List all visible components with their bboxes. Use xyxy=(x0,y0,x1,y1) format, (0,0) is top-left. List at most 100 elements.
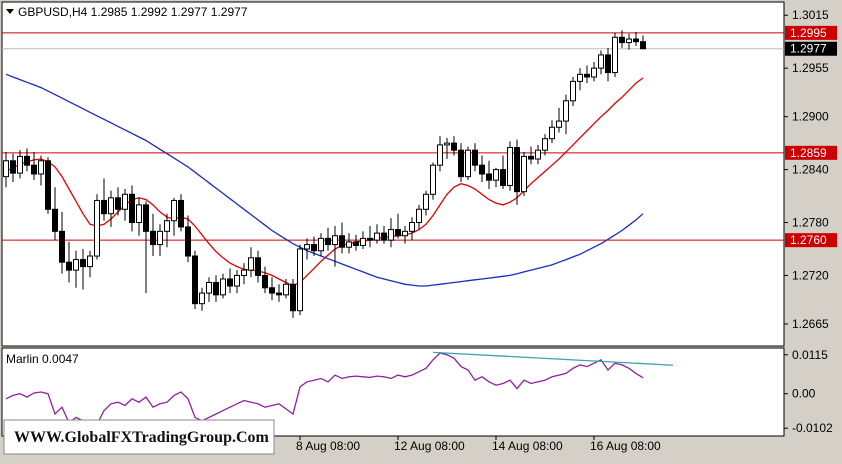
candle-bull xyxy=(199,292,205,305)
indicator-tick-label: 0.0115 xyxy=(792,348,828,362)
candle-bull xyxy=(73,259,79,271)
candle-bear xyxy=(619,36,625,44)
candle-bear xyxy=(472,149,478,166)
level-label: 1.2859 xyxy=(790,146,827,160)
candle-bull xyxy=(577,73,583,82)
candle-bear xyxy=(31,164,37,175)
time-tick-label: 8 Aug 08:00 xyxy=(296,439,360,453)
candle-bear xyxy=(192,255,198,305)
candle-bear xyxy=(143,204,149,232)
ma-fast xyxy=(5,77,644,287)
candle-bull xyxy=(38,160,44,175)
candle-bull xyxy=(318,237,324,252)
candle-bear xyxy=(45,160,51,210)
candle-bull xyxy=(402,230,408,237)
candle-bull xyxy=(248,257,254,271)
candle-bear xyxy=(269,287,275,294)
price-pane[interactable]: 1.3015 1.2955 1.2900 1.2840 1.2780 1.2720 1.26… xyxy=(1,1,837,347)
candle-bull xyxy=(234,274,240,287)
candle-bear xyxy=(52,208,58,232)
candle-bear xyxy=(528,155,534,160)
level-label: 1.2760 xyxy=(790,233,827,247)
candle-bear xyxy=(59,230,65,263)
candle-bull xyxy=(304,244,310,250)
candle-bear xyxy=(500,169,506,186)
candles xyxy=(3,30,646,318)
time-tick-label: 12 Aug 08:00 xyxy=(394,439,465,453)
price-tick-label: 1.2955 xyxy=(792,61,829,75)
candle-bull xyxy=(626,38,632,44)
candle-bear xyxy=(311,244,317,252)
candle-bull xyxy=(430,164,436,195)
candle-bull xyxy=(108,197,114,215)
candle-bear xyxy=(584,73,590,78)
candle-bear xyxy=(290,283,296,312)
candle-bear xyxy=(605,54,611,74)
time-tick-label: 16 Aug 08:00 xyxy=(590,439,661,453)
level-label-bg xyxy=(785,145,837,160)
candle-bull xyxy=(507,147,513,186)
candle-bull xyxy=(444,142,450,146)
candle-bull xyxy=(283,283,289,296)
candle-bear xyxy=(178,199,184,228)
candle-bear xyxy=(66,261,72,271)
indicator-tick-label: -0.0102 xyxy=(792,421,833,435)
candle-bull xyxy=(570,80,576,102)
price-tick-label: 1.3015 xyxy=(792,8,829,22)
candle-bear xyxy=(185,226,191,257)
level-label-bg xyxy=(785,25,837,40)
candle-bear xyxy=(227,278,233,287)
dropdown-triangle-icon[interactable] xyxy=(6,9,14,14)
candle-bull xyxy=(556,120,562,128)
price-tick-label: 1.2720 xyxy=(792,268,829,282)
candle-bull xyxy=(549,126,555,140)
price-plot-area xyxy=(1,1,785,347)
candle-bull xyxy=(598,54,604,69)
indicator-label: Marlin 0.0047 xyxy=(6,352,79,366)
candle-bear xyxy=(276,292,282,296)
price-tick-label: 1.2840 xyxy=(792,163,829,177)
candle-bear xyxy=(458,149,464,178)
candle-bull xyxy=(136,204,142,224)
level-label-bg xyxy=(785,233,837,248)
level-label: 1.2995 xyxy=(790,26,827,40)
candle-bear xyxy=(213,281,219,296)
candle-bear xyxy=(367,237,373,241)
level-labels: 1.2995 1.2859 1.2760 1.2977 xyxy=(785,25,837,248)
candle-bear xyxy=(24,155,30,166)
candle-bull xyxy=(521,155,527,193)
price-tick-label: 1.2780 xyxy=(792,216,829,230)
candle-bull xyxy=(94,199,100,257)
price-axis: 1.3015 1.2955 1.2900 1.2840 1.2780 1.2720 1.26… xyxy=(784,8,829,331)
candle-bull xyxy=(465,149,471,178)
candle-bull xyxy=(87,255,93,268)
candle-bull xyxy=(437,144,443,166)
candle-bull xyxy=(374,232,380,241)
indicator-tick-label: 0.00 xyxy=(792,387,816,401)
candle-bear xyxy=(262,274,268,289)
candle-bull xyxy=(157,230,163,246)
candle-bear xyxy=(353,241,359,246)
marlin-oscillator xyxy=(5,351,674,429)
candle-bull xyxy=(220,278,226,296)
candle-bear xyxy=(101,199,107,215)
candle-bear xyxy=(479,164,485,175)
candle-bear xyxy=(514,147,520,193)
candle-bull xyxy=(3,160,9,178)
candle-bull xyxy=(493,169,499,181)
symbol-info: GBPUSD,H4 1.2985 1.2992 1.2977 1.2977 xyxy=(18,5,248,19)
candle-bull xyxy=(423,193,429,210)
candle-bull xyxy=(388,229,394,241)
candle-bull xyxy=(591,67,597,78)
candle-bull xyxy=(409,222,415,232)
candle-bull xyxy=(332,235,338,246)
candle-bear xyxy=(339,235,345,248)
candle-bear xyxy=(255,257,261,276)
watermark-text: WWW.GlobalFXTradingGroup.Com xyxy=(14,429,270,446)
candle-bear xyxy=(451,142,457,151)
candle-bull xyxy=(542,138,548,151)
candle-bear xyxy=(633,38,639,43)
candle-bull xyxy=(563,100,569,122)
